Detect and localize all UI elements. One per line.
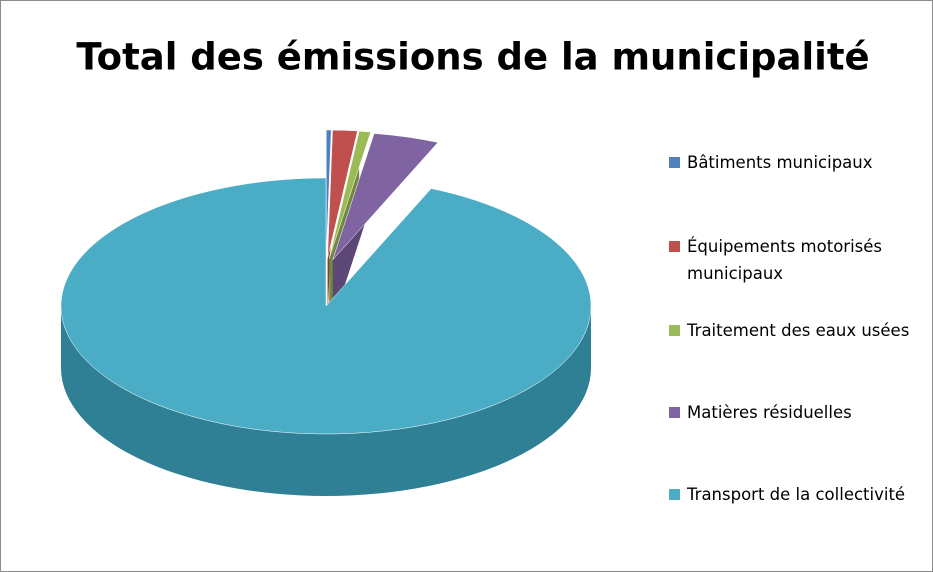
legend-swatch <box>669 241 680 252</box>
legend-item: Transport de la collectivité <box>669 481 924 508</box>
legend-label: Matières résiduelles <box>687 403 852 422</box>
legend-swatch <box>669 157 680 168</box>
legend-swatch <box>669 325 680 336</box>
chart-title: Total des émissions de la municipalité <box>76 36 869 79</box>
legend-label: Bâtiments municipaux <box>687 153 873 172</box>
pie-slice <box>328 130 372 259</box>
legend-swatch <box>669 489 680 500</box>
legend-label: Équipements motorisés municipaux <box>687 237 883 283</box>
legend-label: Transport de la collectivité <box>687 485 906 504</box>
pie-slice <box>60 177 592 435</box>
pie-slice <box>332 133 439 261</box>
legend-swatch <box>669 407 680 418</box>
legend-item: Matières résiduelles <box>669 399 924 426</box>
legend-item: Équipements motorisés municipaux <box>669 233 924 287</box>
slice-side <box>61 306 591 496</box>
legend-label: Traitement des eaux usées <box>687 321 910 340</box>
legend-item: Bâtiments municipaux <box>669 149 924 176</box>
legend-item: Traitement des eaux usées <box>669 317 924 344</box>
pie-slice <box>325 129 332 259</box>
pie-slice <box>327 129 358 259</box>
